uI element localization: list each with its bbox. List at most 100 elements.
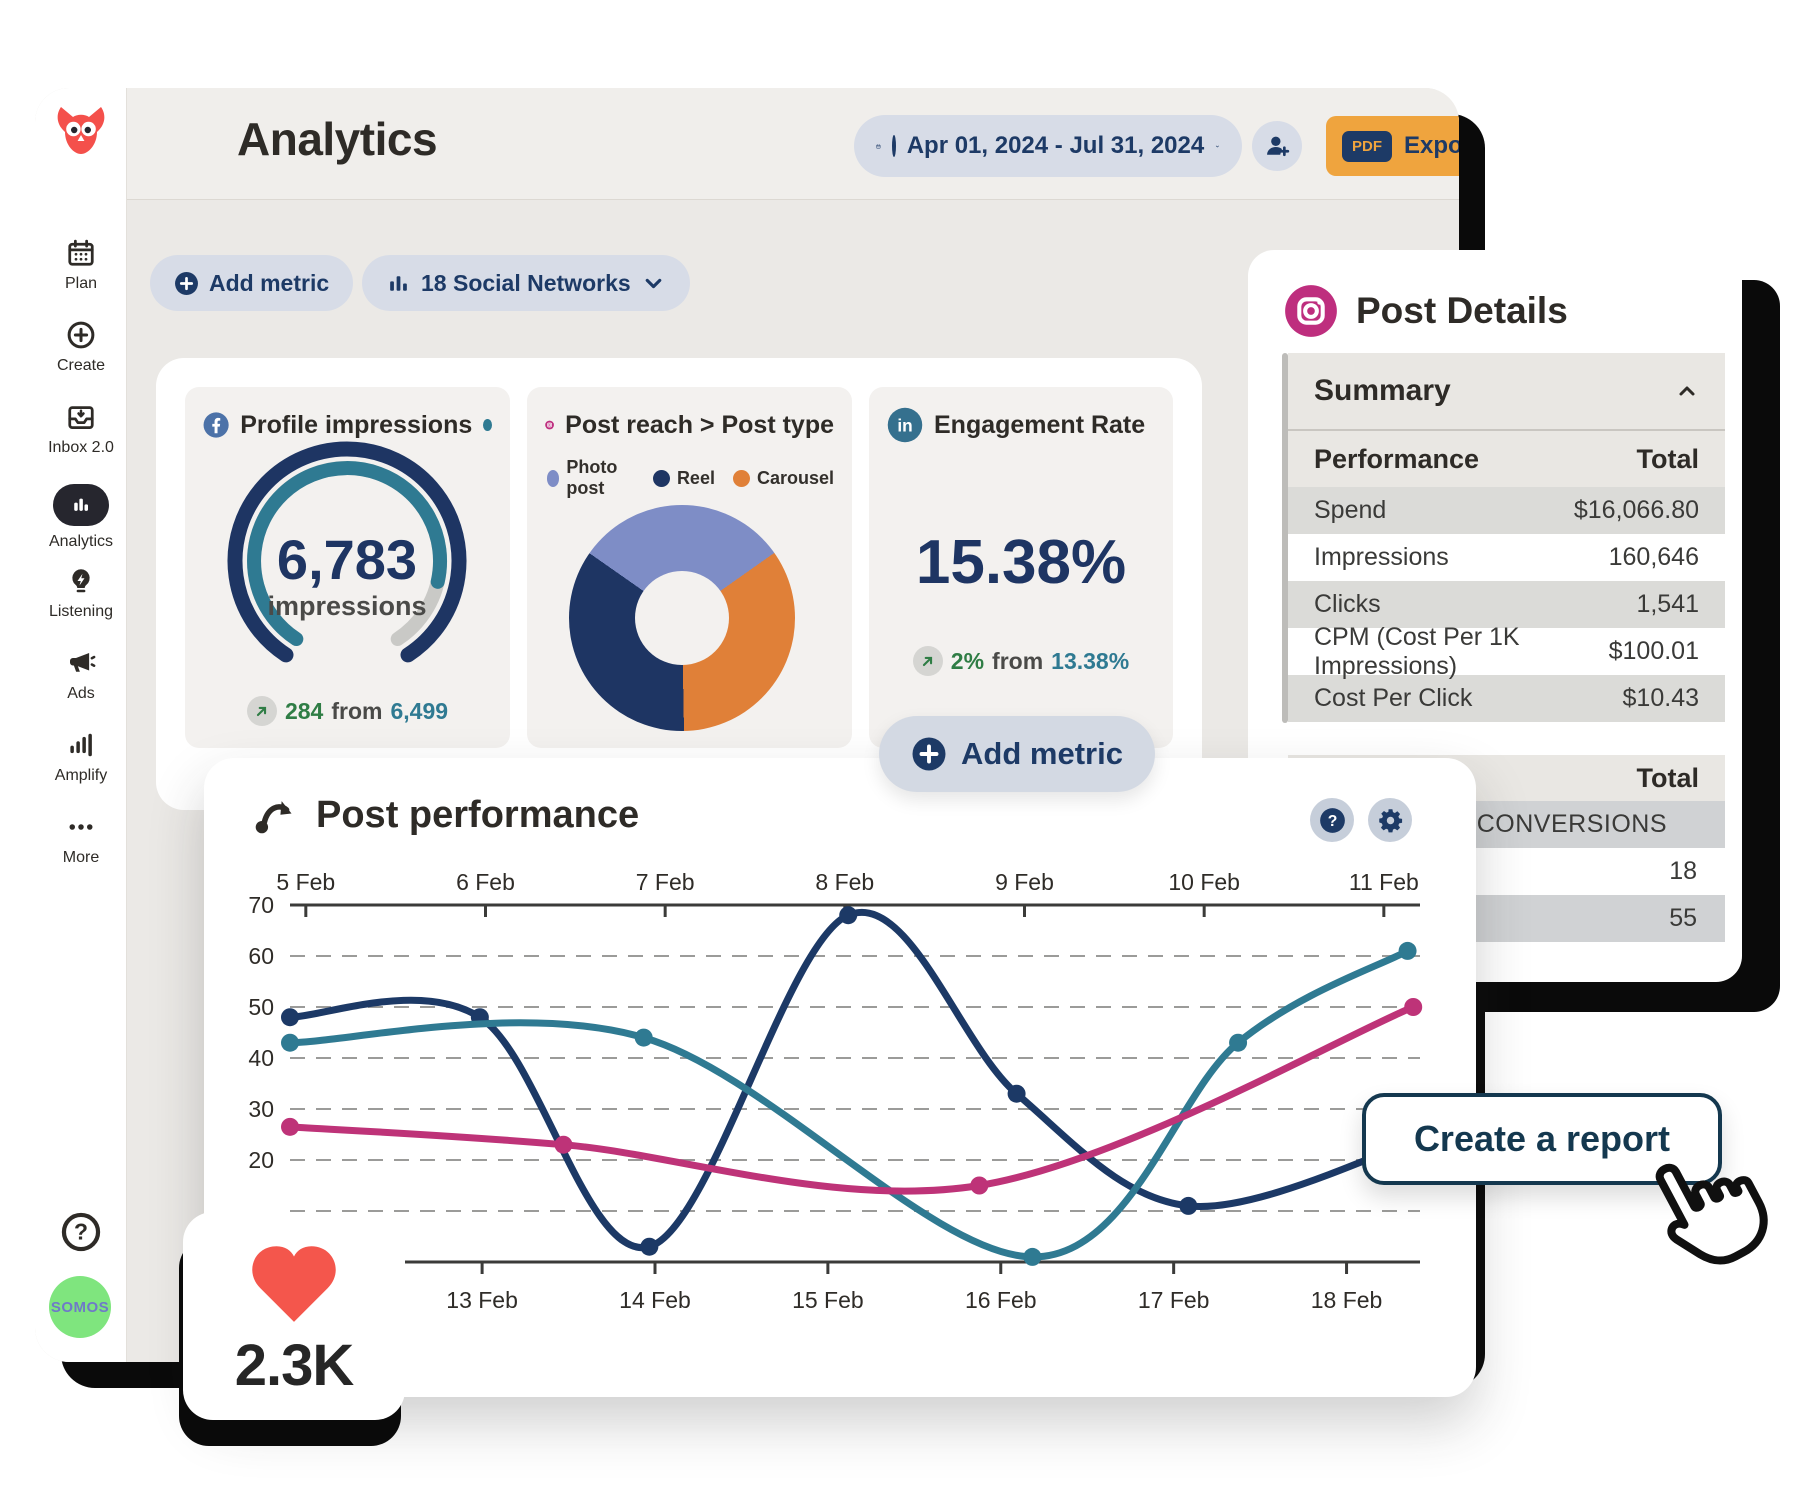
help-icon[interactable]: ?	[59, 1210, 103, 1254]
sidebar-item-listening[interactable]: Listening	[35, 566, 127, 621]
legend-swatch	[547, 469, 560, 487]
post-reach-card: Post reach > Post type Photo post Reel Car…	[527, 387, 852, 748]
post-details-header: Post Details	[1284, 284, 1568, 338]
delta-previous: 13.38%	[1051, 647, 1130, 674]
plus-circle-icon	[911, 736, 947, 772]
delta-previous: 6,499	[390, 697, 449, 724]
delta-value: 2%	[950, 647, 985, 674]
sidebar: Plan Create Inbox 2.0 Analytics Listening Ads…	[35, 88, 127, 1362]
settings-button[interactable]	[1368, 798, 1412, 842]
add-user-button[interactable]	[1252, 121, 1302, 171]
svg-text:18 Feb: 18 Feb	[1311, 1287, 1383, 1313]
trend-arrow-icon	[252, 795, 294, 837]
trend-up-icon	[912, 646, 943, 676]
engagement-rate-card: in Engagement Rate 15.38% 2% from 13.38%	[869, 387, 1173, 748]
sidebar-item-label: Create	[56, 357, 106, 374]
post-performance-header: Post performance	[252, 794, 639, 837]
likes-card: 2.3K	[183, 1212, 405, 1420]
add-metric-label: Add metric	[209, 269, 330, 296]
post-performance-panel: Post performance ? 5 Feb 6 Feb 7 Feb 8 Feb 9…	[204, 758, 1476, 1397]
legend-label: Photo post	[566, 457, 618, 498]
card-title: Profile impressions	[240, 410, 473, 439]
add-metric-pill[interactable]: Add metric	[150, 255, 354, 311]
table-row: Spend $16,066.80	[1288, 487, 1725, 534]
calendar-icon	[66, 238, 96, 268]
table-header: Performance Total	[1288, 429, 1725, 487]
sidebar-item-amplify[interactable]: Amplify	[35, 730, 127, 785]
row-value: 1,541	[1636, 590, 1699, 618]
sidebar-item-analytics[interactable]: Analytics	[35, 484, 127, 551]
help-button[interactable]: ?	[1310, 798, 1354, 842]
svg-text:70: 70	[248, 892, 274, 918]
row-value: $100.01	[1608, 637, 1699, 665]
panel-title: Post performance	[316, 794, 640, 836]
inbox-icon	[66, 402, 96, 432]
table-row: Clicks 1,541	[1288, 581, 1725, 628]
row-label: Spend	[1314, 496, 1387, 524]
add-metric-button[interactable]: Add metric	[879, 716, 1155, 792]
impressions-gauge: 6,783 impressions	[199, 439, 495, 685]
row-value: $16,066.80	[1573, 496, 1699, 524]
active-pill	[53, 484, 109, 526]
legend-item: Reel	[652, 457, 715, 499]
hootsuite-logo-icon[interactable]	[51, 102, 111, 158]
chevron-up-icon	[1675, 379, 1699, 403]
social-networks-dropdown[interactable]: 18 Social Networks	[362, 255, 690, 311]
svg-text:30: 30	[248, 1096, 274, 1122]
row-label: Impressions	[1314, 543, 1449, 571]
facebook-icon	[203, 407, 229, 443]
svg-text:?: ?	[74, 1219, 88, 1245]
donut-legend: Photo post Reel Carousel	[547, 457, 834, 499]
svg-text:14 Feb: 14 Feb	[619, 1287, 691, 1313]
sidebar-item-label: Inbox 2.0	[48, 439, 114, 456]
sidebar-item-label: More	[62, 849, 100, 866]
sidebar-item-create[interactable]: Create	[35, 320, 127, 375]
scrollbar[interactable]	[1282, 353, 1288, 723]
chevron-down-icon	[641, 271, 666, 296]
pdf-badge: PDF	[1342, 130, 1392, 162]
analytics-bars-icon	[67, 491, 95, 519]
sidebar-item-more[interactable]: More	[35, 812, 127, 867]
delta-from: from	[992, 647, 1044, 674]
date-avatar-dot	[891, 135, 896, 157]
svg-text:6 Feb: 6 Feb	[456, 869, 515, 895]
date-range-picker[interactable]: Apr 01, 2024 - Jul 31, 2024	[854, 115, 1242, 177]
hand-cursor-icon	[1628, 1142, 1778, 1292]
sidebar-item-plan[interactable]: Plan	[35, 238, 127, 293]
row-value: 160,646	[1608, 543, 1699, 571]
instagram-icon	[1284, 284, 1338, 338]
gauge-unit: impressions	[267, 591, 427, 621]
heart-icon	[242, 1234, 346, 1328]
row-label: CPM (Cost Per 1K Impressions)	[1314, 622, 1520, 680]
gauge-value: 6,783	[276, 528, 418, 591]
legend-item: Carousel	[732, 457, 834, 499]
header-bar: Analytics Apr 01, 2024 - Jul 31, 2024 PD…	[127, 88, 1459, 200]
chevron-down-icon	[1215, 133, 1220, 160]
instagram-icon	[545, 407, 554, 443]
add-metric-label: Add metric	[961, 736, 1123, 771]
svg-text:?: ?	[1327, 813, 1337, 830]
svg-text:9 Feb: 9 Feb	[995, 869, 1054, 895]
svg-text:60: 60	[248, 943, 274, 969]
series-magenta	[286, 1003, 1417, 1195]
svg-text:11 Feb: 11 Feb	[1349, 869, 1419, 895]
bar-chart-icon	[386, 271, 411, 296]
dots-icon	[66, 812, 96, 842]
performance-table: Spend $16,066.80 Impressions 160,646 Clicks 1…	[1288, 487, 1725, 722]
post-type-donut-chart	[569, 505, 795, 731]
summary-section-header[interactable]: Summary	[1288, 353, 1725, 429]
delta-from: from	[331, 697, 383, 724]
avatar[interactable]: SOMOS	[49, 1276, 111, 1338]
plus-circle-icon	[174, 271, 199, 296]
table-row: Impressions 160,646	[1288, 534, 1725, 581]
svg-text:5 Feb: 5 Feb	[276, 869, 335, 895]
sidebar-item-label: Plan	[64, 275, 98, 292]
sidebar-item-inbox-2-0[interactable]: Inbox 2.0	[35, 402, 127, 457]
sidebar-item-label: Listening	[48, 603, 114, 620]
table-row: Cost Per Click $10.43	[1288, 675, 1725, 722]
export-button[interactable]: PDF Export	[1326, 116, 1459, 176]
sidebar-item-ads[interactable]: Ads	[35, 648, 127, 703]
gear-icon	[1377, 807, 1404, 834]
svg-text:7 Feb: 7 Feb	[636, 869, 695, 895]
